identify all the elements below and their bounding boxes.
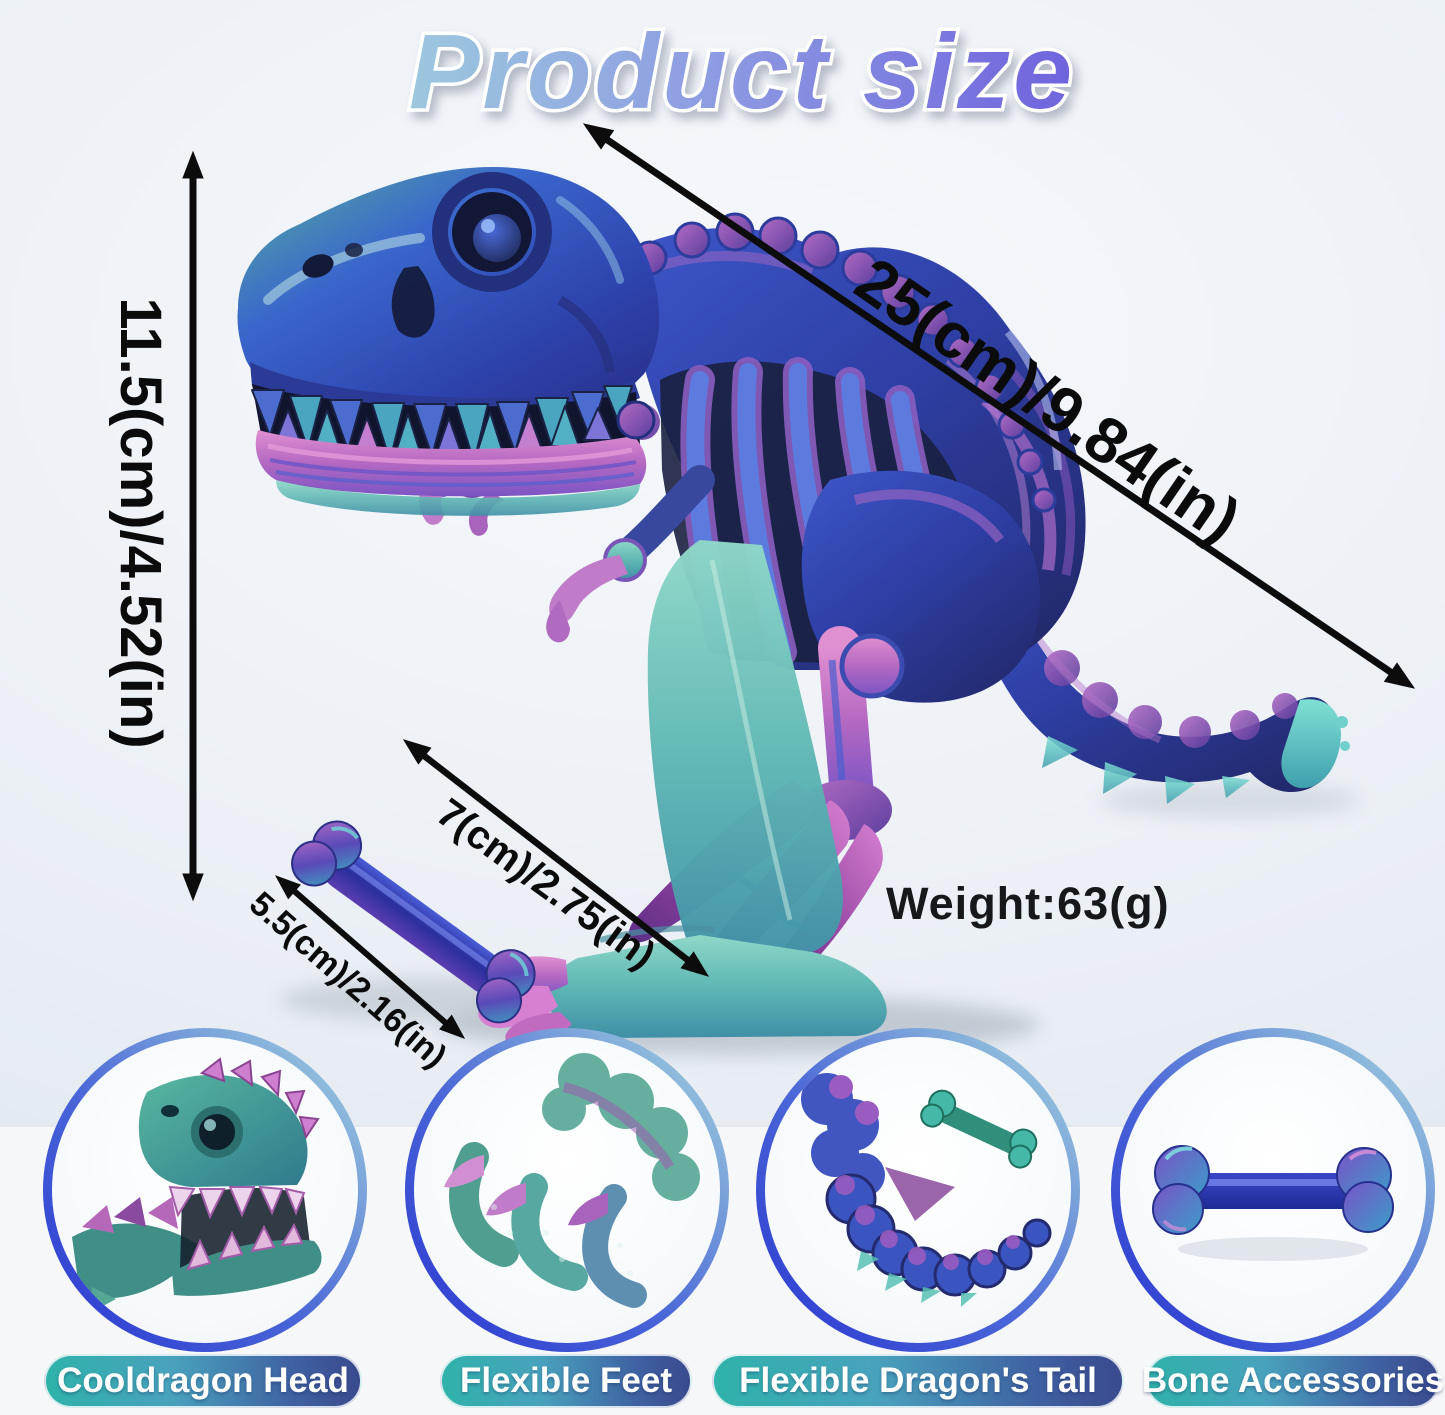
height-dimension-arrow [182, 150, 204, 902]
inset-circle-feet [405, 1028, 729, 1352]
caption-pill-feet: Flexible Feet [440, 1354, 692, 1408]
length-dimension-arrow [582, 123, 1416, 689]
inset-upper-teeth [168, 1185, 306, 1220]
weight-label: Weight:63(g) [886, 878, 1170, 929]
print-texture [491, 1204, 633, 1276]
inset-head-image [52, 1037, 358, 1343]
bone-dimension-arrow [274, 875, 466, 1039]
trex-legs [478, 470, 1040, 1049]
bone-accessory-illustration [1152, 1145, 1394, 1261]
small-green-bone [920, 1089, 1038, 1169]
caption-pill-bone: Bone Accessories [1142, 1354, 1444, 1408]
leg-segments [542, 1053, 700, 1201]
height-dimension-label: 11.5(cm)/4.52(in) [108, 297, 173, 749]
inset-tail-image [765, 1037, 1071, 1343]
caption-pill-feet-label: Flexible Feet [459, 1361, 673, 1400]
trex-skull [237, 167, 660, 516]
inset-circle-head [43, 1028, 367, 1352]
inset-bone-image [1120, 1037, 1426, 1343]
caption-pill-head-label: Cooldragon Head [57, 1361, 349, 1400]
upper-teeth [251, 385, 633, 463]
skull-fenestra [391, 266, 435, 338]
nostril [302, 254, 334, 278]
caption-pill-tail: Flexible Dragon's Tail [712, 1354, 1124, 1408]
caption-pill-tail-label: Flexible Dragon's Tail [739, 1361, 1097, 1400]
inset-circle-tail [756, 1028, 1080, 1352]
inset-circle-bone [1111, 1028, 1435, 1352]
tail-chain [825, 1173, 1052, 1307]
page-title: Product size [409, 13, 1075, 131]
eye-socket-ridge [432, 172, 552, 292]
cooldragon-head-illustration [72, 1057, 322, 1313]
inset-feet-image [414, 1037, 720, 1343]
eye [473, 214, 521, 262]
neck-scales [72, 1197, 202, 1313]
inset-lower-teeth [186, 1222, 304, 1271]
flexible-feet-illustration [444, 1053, 700, 1308]
crest-spikes [199, 1057, 320, 1140]
caption-pill-bone-label: Bone Accessories [1141, 1361, 1445, 1400]
caption-pill-head: Cooldragon Head [44, 1354, 362, 1408]
accessory-bone [291, 820, 536, 1024]
dragons-tail-illustration [801, 1073, 1052, 1307]
title-banner: Product size [405, 10, 1075, 135]
dimension-arrows [182, 123, 1416, 1039]
foot-dimension-arrow [402, 739, 710, 977]
